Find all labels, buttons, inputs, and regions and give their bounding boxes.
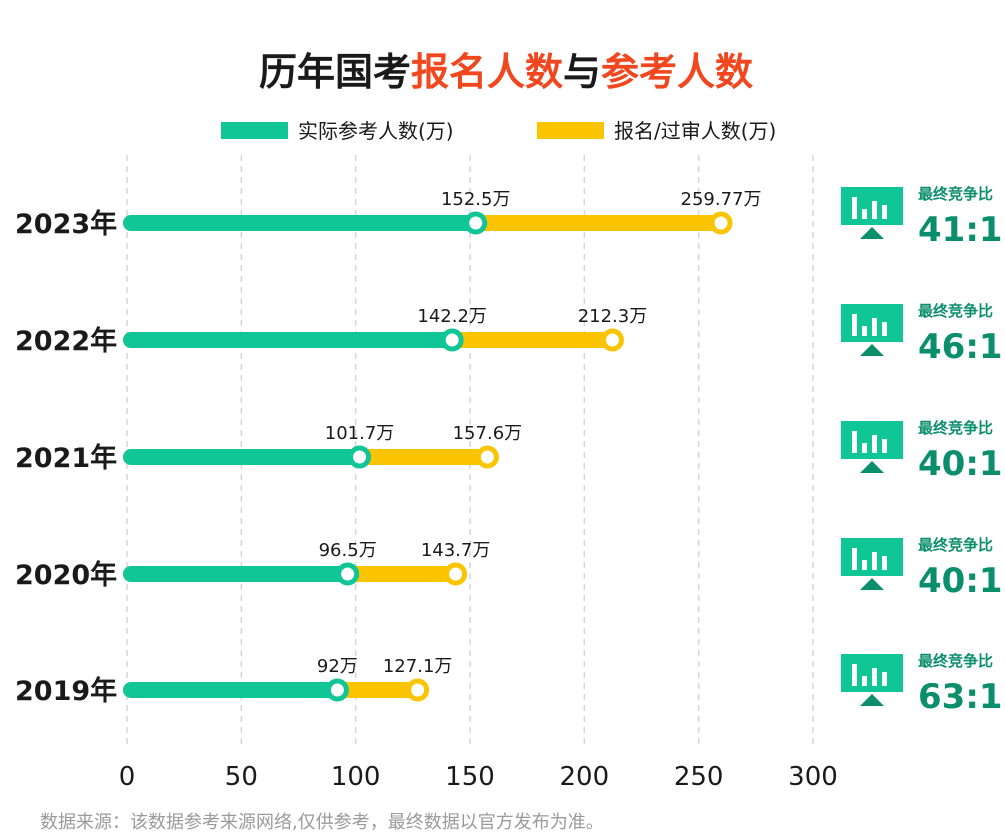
icon-bar xyxy=(862,560,867,570)
icon-bar xyxy=(872,201,877,219)
legend-swatch-registered xyxy=(537,122,604,139)
data-label-registered: 127.1万 xyxy=(383,656,453,677)
ratio-value: 46:1 xyxy=(918,327,1003,367)
chart-title: 历年国考报名人数与参考人数 xyxy=(259,50,753,94)
ratio-value: 40:1 xyxy=(918,444,1003,484)
icon-bar xyxy=(862,443,867,453)
ratio-value: 63:1 xyxy=(918,677,1003,717)
x-axis: 0 50 100 150 200 250 300 xyxy=(119,762,838,792)
x-tick-label: 200 xyxy=(560,762,610,792)
presentation-chart-icon xyxy=(841,538,903,590)
icon-bar xyxy=(872,668,877,686)
icon-stand xyxy=(860,578,884,590)
data-label-actual: 142.2万 xyxy=(417,306,487,327)
data-label-registered: 143.7万 xyxy=(421,540,491,561)
data-label-actual: 96.5万 xyxy=(319,540,377,561)
x-tick-label: 250 xyxy=(674,762,724,792)
point-registered xyxy=(600,328,624,352)
icon-bar xyxy=(882,439,887,453)
point-actual xyxy=(440,328,464,352)
category-label: 2021年 xyxy=(15,442,117,474)
data-label-registered: 157.6万 xyxy=(453,423,523,444)
title-part-4: 参考人数 xyxy=(601,50,753,94)
ratio-label: 最终竞争比 xyxy=(918,185,993,203)
icon-bar xyxy=(872,318,877,336)
icon-bar xyxy=(852,548,857,570)
x-tick-label: 100 xyxy=(331,762,381,792)
icon-bar xyxy=(872,552,877,570)
point-registered xyxy=(444,562,468,586)
icon-bar xyxy=(882,322,887,336)
legend-swatch-actual xyxy=(221,122,288,139)
icon-bar xyxy=(862,209,867,219)
title-part-2: 报名人数 xyxy=(411,50,563,94)
title-part-3: 与 xyxy=(563,50,601,94)
legend: 实际参考人数(万) 报名/过审人数(万) xyxy=(221,119,776,143)
icon-stand xyxy=(860,461,884,473)
icon-bar xyxy=(882,672,887,686)
data-label-actual: 152.5万 xyxy=(441,189,511,210)
icon-bar xyxy=(852,314,857,336)
icon-bar xyxy=(852,197,857,219)
category-label: 2020年 xyxy=(15,559,117,591)
icon-stand xyxy=(860,344,884,356)
icon-bar xyxy=(882,556,887,570)
year-row: 2019年 92万 127.1万 最终竞争比 63:1 xyxy=(15,652,1003,717)
ratio-value: 40:1 xyxy=(918,561,1003,601)
ratio-label: 最终竞争比 xyxy=(918,419,993,437)
presentation-chart-icon xyxy=(841,304,903,356)
year-row: 2021年 101.7万 157.6万 最终竞争比 40:1 xyxy=(15,419,1003,484)
year-row: 2020年 96.5万 143.7万 最终竞争比 40:1 xyxy=(15,536,1003,601)
icon-stand xyxy=(860,694,884,706)
icon-bar xyxy=(862,676,867,686)
icon-bar xyxy=(872,435,877,453)
ratio-label: 最终竞争比 xyxy=(918,652,993,670)
ratio-label: 最终竞争比 xyxy=(918,302,993,320)
year-row: 2022年 142.2万 212.3万 最终竞争比 46:1 xyxy=(15,302,1003,367)
point-registered xyxy=(709,211,733,235)
year-row: 2023年 152.5万 259.77万 最终竞争比 41:1 xyxy=(15,185,1003,250)
x-tick-label: 50 xyxy=(225,762,258,792)
point-registered xyxy=(475,445,499,469)
data-label-registered: 259.77万 xyxy=(681,189,762,210)
icon-bar xyxy=(882,205,887,219)
category-label: 2019年 xyxy=(15,675,117,707)
x-tick-label: 300 xyxy=(788,762,838,792)
footer-source: 数据来源：该数据参考来源网络,仅供参考，最终数据以官方发布为准。 xyxy=(40,812,604,833)
x-tick-label: 150 xyxy=(445,762,495,792)
point-actual xyxy=(336,562,360,586)
data-label-actual: 92万 xyxy=(317,656,358,677)
data-label-actual: 101.7万 xyxy=(325,423,395,444)
ratio-label: 最终竞争比 xyxy=(918,536,993,554)
icon-bar xyxy=(862,326,867,336)
icon-bar xyxy=(852,664,857,686)
legend-label-registered: 报名/过审人数(万) xyxy=(614,119,776,143)
icon-bar xyxy=(852,431,857,453)
category-label: 2022年 xyxy=(15,325,117,357)
point-actual xyxy=(348,445,372,469)
presentation-chart-icon xyxy=(841,654,903,706)
ratio-value: 41:1 xyxy=(918,210,1003,250)
x-tick-label: 0 xyxy=(119,762,136,792)
icon-stand xyxy=(860,227,884,239)
data-label-registered: 212.3万 xyxy=(578,306,648,327)
presentation-chart-icon xyxy=(841,421,903,473)
legend-label-actual: 实际参考人数(万) xyxy=(298,119,454,143)
title-part-1: 历年国考 xyxy=(259,50,411,94)
category-label: 2023年 xyxy=(15,208,117,240)
point-actual xyxy=(464,211,488,235)
presentation-chart-icon xyxy=(841,187,903,239)
point-registered xyxy=(406,678,430,702)
point-actual xyxy=(325,678,349,702)
